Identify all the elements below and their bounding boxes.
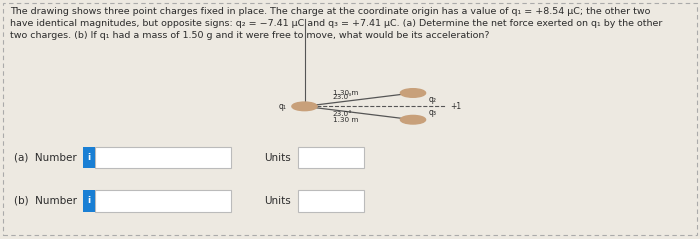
Text: +1: +1 bbox=[450, 102, 461, 111]
Text: ⌄: ⌄ bbox=[354, 196, 360, 206]
Text: N: N bbox=[306, 196, 314, 206]
Text: 1.30 m: 1.30 m bbox=[333, 90, 359, 96]
Text: N: N bbox=[306, 153, 314, 163]
FancyBboxPatch shape bbox=[298, 147, 364, 168]
Circle shape bbox=[400, 89, 426, 97]
Text: 23.0°: 23.0° bbox=[332, 94, 352, 100]
Text: i: i bbox=[87, 153, 90, 163]
Text: q₃: q₃ bbox=[429, 108, 437, 117]
Text: Units: Units bbox=[264, 153, 290, 163]
Text: (b)  Number: (b) Number bbox=[14, 196, 77, 206]
Text: 1.30 m: 1.30 m bbox=[333, 117, 359, 123]
Text: (a)  Number: (a) Number bbox=[14, 153, 77, 163]
Text: i: i bbox=[87, 196, 90, 206]
FancyBboxPatch shape bbox=[83, 190, 94, 212]
FancyBboxPatch shape bbox=[298, 190, 364, 212]
Circle shape bbox=[292, 102, 317, 111]
Circle shape bbox=[400, 115, 426, 124]
Text: 23.0°: 23.0° bbox=[332, 111, 352, 117]
Text: ⌄: ⌄ bbox=[354, 153, 360, 163]
Text: q₂: q₂ bbox=[429, 95, 437, 104]
FancyBboxPatch shape bbox=[94, 147, 231, 168]
Text: q₁: q₁ bbox=[279, 102, 286, 111]
Text: Units: Units bbox=[264, 196, 290, 206]
FancyBboxPatch shape bbox=[83, 147, 94, 168]
Text: The drawing shows three point charges fixed in place. The charge at the coordina: The drawing shows three point charges fi… bbox=[10, 7, 663, 40]
FancyBboxPatch shape bbox=[94, 190, 231, 212]
